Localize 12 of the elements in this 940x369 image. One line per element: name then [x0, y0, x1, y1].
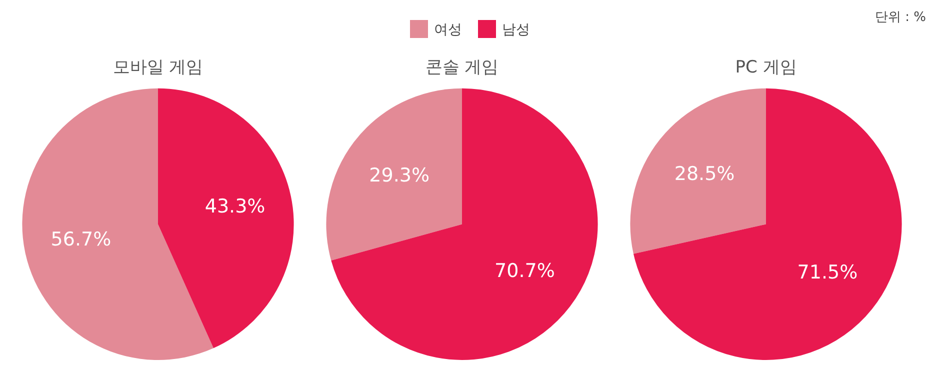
chart-title: PC 게임	[735, 58, 797, 78]
data-label: 28.5%	[674, 162, 735, 185]
data-label: 71.5%	[797, 261, 858, 284]
text: 단위 : %	[875, 9, 926, 26]
chart-title: 콘솔 게임	[425, 58, 499, 78]
legend-label: 남성	[501, 21, 530, 39]
data-label: 56.7%	[50, 228, 112, 251]
data-label: 70.7%	[494, 260, 555, 282]
data-label: 43.3%	[204, 196, 266, 218]
data-label: 29.3%	[369, 164, 430, 186]
text: 모바일 게임	[112, 58, 204, 78]
legend-label: 여성	[433, 21, 462, 39]
